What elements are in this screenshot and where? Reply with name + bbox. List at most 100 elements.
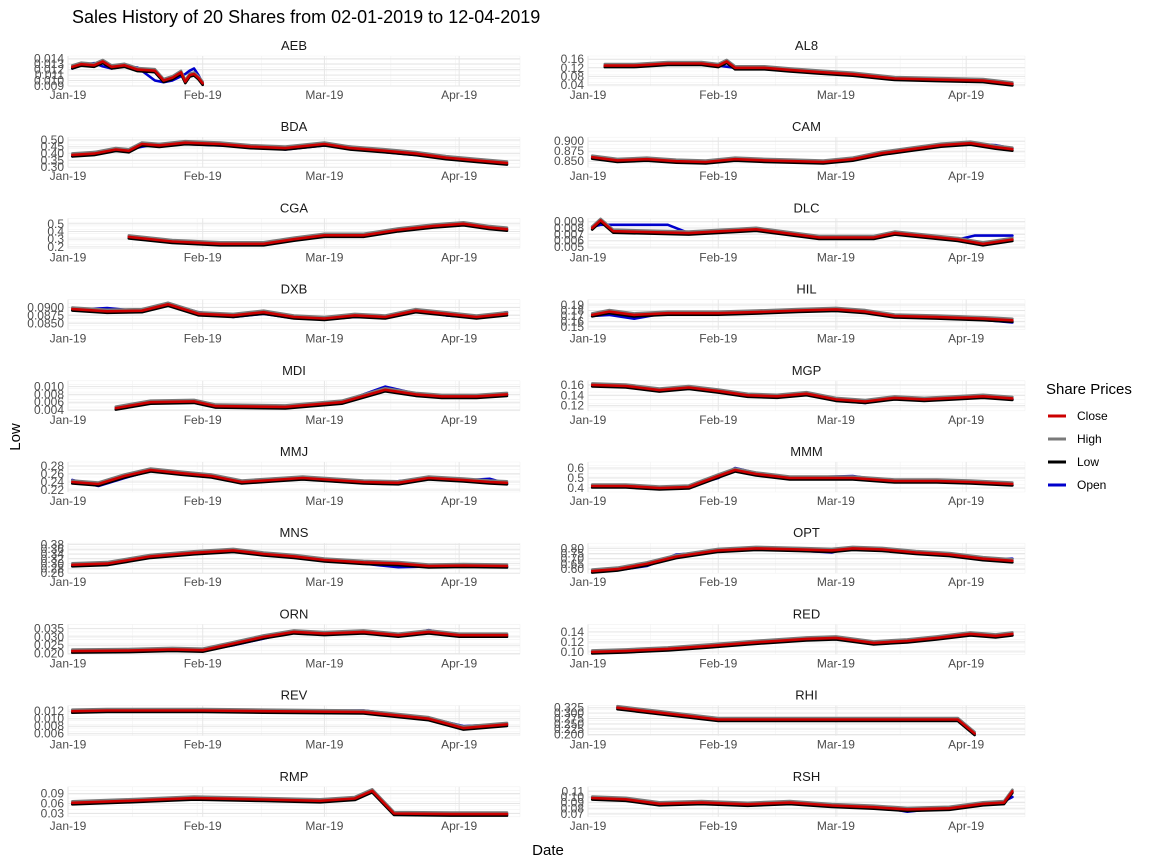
- y-tick-label: 0.009: [34, 79, 64, 93]
- panel-title: AEB: [281, 38, 307, 53]
- series-line-low: [71, 304, 509, 322]
- x-axis-label: Date: [532, 842, 564, 859]
- panel-title: MMJ: [280, 444, 308, 459]
- series-line-high: [71, 629, 509, 651]
- y-tick-label: 0.35: [41, 153, 65, 167]
- x-tick-label: Feb-19: [184, 738, 222, 752]
- x-tick-label: Mar-19: [305, 656, 343, 670]
- x-tick-label: Mar-19: [817, 332, 855, 346]
- y-tick-label: 0.008: [34, 719, 64, 733]
- y-tick-label: 0.15: [561, 320, 585, 334]
- x-tick-label: Feb-19: [699, 819, 737, 833]
- series-line-low: [71, 550, 509, 569]
- gridlines: [587, 624, 1026, 655]
- legend-label: Close: [1077, 409, 1108, 423]
- y-tick-label: 0.70: [561, 552, 585, 566]
- x-tick-label: Jan-19: [570, 494, 607, 508]
- x-tick-label: Feb-19: [699, 169, 737, 183]
- x-tick-label: Jan-19: [50, 88, 87, 102]
- x-tick-label: Apr-19: [441, 250, 477, 264]
- y-tick-label: 0.16: [561, 314, 585, 328]
- series-line-close: [590, 790, 1014, 811]
- y-tick-label: 0.75: [561, 547, 585, 561]
- y-tick-label: 0.38: [41, 537, 65, 551]
- panel-title: BDA: [281, 119, 308, 134]
- series-line-low: [71, 142, 509, 166]
- series-line-low: [114, 390, 509, 411]
- x-tick-label: Jan-19: [570, 738, 607, 752]
- panel-title: DLC: [793, 200, 819, 215]
- panel-title: ORN: [280, 606, 309, 621]
- x-tick-label: Feb-19: [184, 656, 222, 670]
- x-tick-label: Mar-19: [305, 819, 343, 833]
- x-tick-label: Feb-19: [184, 332, 222, 346]
- x-tick-label: Apr-19: [948, 332, 984, 346]
- y-tick-label: 0.011: [35, 68, 64, 82]
- y-tick-label: 0.26: [41, 566, 65, 580]
- series-line-high: [590, 140, 1014, 162]
- x-tick-label: Apr-19: [948, 413, 984, 427]
- x-tick-label: Feb-19: [184, 413, 222, 427]
- y-tick-label: 0.850: [554, 154, 584, 168]
- y-tick-label: 0.025: [34, 638, 64, 652]
- x-tick-label: Jan-19: [570, 169, 607, 183]
- y-tick-label: 0.0850: [27, 316, 64, 330]
- y-tick-label: 0.4: [47, 224, 64, 238]
- x-tick-label: Jan-19: [50, 738, 87, 752]
- y-tick-label: 0.10: [561, 645, 585, 659]
- series-line-close: [71, 709, 509, 730]
- y-tick-label: 0.12: [561, 399, 585, 413]
- y-tick-label: 0.50: [41, 133, 65, 147]
- x-tick-label: Jan-19: [570, 819, 607, 833]
- y-tick-label: 0.013: [34, 57, 64, 71]
- x-tick-label: Jan-19: [50, 332, 87, 346]
- x-tick-label: Apr-19: [948, 819, 984, 833]
- y-tick-label: 0.06: [41, 796, 65, 810]
- x-tick-label: Apr-19: [441, 656, 477, 670]
- series-line-close: [127, 222, 509, 246]
- y-tick-label: 0.07: [561, 807, 585, 821]
- y-tick-label: 0.300: [554, 706, 584, 720]
- x-tick-label: Mar-19: [817, 250, 855, 264]
- y-tick-label: 0.14: [561, 388, 585, 402]
- y-tick-label: 0.900: [554, 134, 584, 148]
- series-line-low: [127, 224, 509, 247]
- y-tick-label: 0.006: [34, 395, 64, 409]
- series-line-close: [71, 60, 204, 85]
- x-tick-label: Feb-19: [184, 250, 222, 264]
- x-tick-label: Jan-19: [570, 250, 607, 264]
- panel-title: MMM: [790, 444, 823, 459]
- x-tick-label: Jan-19: [50, 413, 87, 427]
- x-tick-label: Apr-19: [948, 575, 984, 589]
- x-tick-label: Apr-19: [441, 575, 477, 589]
- series-line-low: [71, 470, 509, 487]
- legend-item-high: High: [1048, 432, 1102, 446]
- series-line-low: [71, 632, 509, 654]
- y-tick-label: 0.12: [561, 61, 585, 75]
- x-tick-label: Apr-19: [441, 88, 477, 102]
- y-tick-label: 0.010: [34, 380, 64, 394]
- panel-red: RED 0.100.120.14 Jan-19 Feb-19 Mar-19 Apr-19: [561, 606, 1026, 670]
- series-line-close: [590, 308, 1014, 322]
- y-tick-label: 0.18: [561, 304, 585, 318]
- legend-title: Share Prices: [1046, 381, 1132, 398]
- x-tick-label: Mar-19: [305, 88, 343, 102]
- x-tick-label: Mar-19: [305, 413, 343, 427]
- series-line-low: [71, 791, 509, 817]
- y-tick-label: 0.10: [561, 790, 585, 804]
- x-tick-label: Mar-19: [305, 332, 343, 346]
- y-tick-label: 0.30: [41, 160, 65, 174]
- x-tick-label: Apr-19: [441, 169, 477, 183]
- panel-title: RMP: [280, 769, 309, 784]
- y-tick-label: 0.275: [554, 711, 584, 725]
- series-line-close: [71, 549, 509, 568]
- y-tick-label: 0.012: [34, 63, 64, 77]
- x-tick-label: Feb-19: [184, 575, 222, 589]
- y-tick-label: 0.014: [34, 52, 64, 66]
- y-tick-label: 0.65: [561, 557, 585, 571]
- y-tick-label: 0.08: [561, 69, 585, 83]
- legend: Share Prices Close High Low Open: [1046, 381, 1132, 492]
